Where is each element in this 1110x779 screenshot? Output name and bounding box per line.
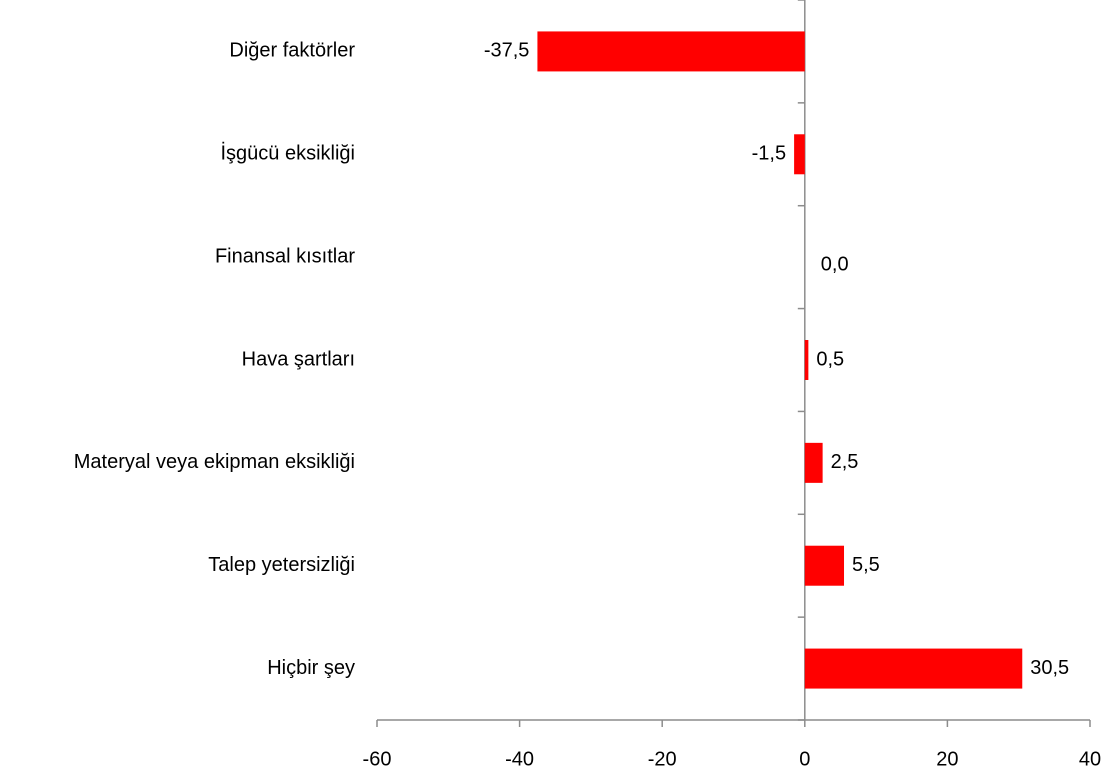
value-label: -37,5 bbox=[484, 40, 530, 62]
x-tick-label: 0 bbox=[799, 748, 810, 770]
bar bbox=[794, 134, 805, 175]
x-tick-label: -40 bbox=[505, 748, 534, 770]
value-label: 0,0 bbox=[821, 253, 849, 275]
y-tick-label: Talep yetersizliği bbox=[208, 554, 355, 576]
bar bbox=[537, 31, 805, 72]
value-label: 0,5 bbox=[816, 348, 844, 370]
x-tick-label: 40 bbox=[1079, 748, 1101, 770]
y-tick-label: Diğer faktörler bbox=[229, 40, 355, 62]
value-label: 5,5 bbox=[852, 554, 880, 576]
y-tick-label: Hiçbir şey bbox=[267, 657, 355, 679]
y-tick-label: Finansal kısıtlar bbox=[215, 245, 355, 267]
x-tick-label: -20 bbox=[648, 748, 677, 770]
y-tick-label: Materyal veya ekipman eksikliği bbox=[74, 451, 355, 473]
bar bbox=[804, 442, 823, 483]
value-label: 2,5 bbox=[831, 451, 859, 473]
x-tick-label: 20 bbox=[936, 748, 958, 770]
y-tick-label: İşgücü eksikliği bbox=[220, 142, 355, 165]
y-tick-label: Hava şartları bbox=[242, 348, 355, 370]
bar bbox=[804, 545, 845, 586]
x-tick-label: -60 bbox=[363, 748, 392, 770]
bar bbox=[804, 340, 809, 380]
value-label: 30,5 bbox=[1030, 657, 1069, 679]
bar bbox=[804, 648, 1023, 689]
value-label: -1,5 bbox=[752, 143, 786, 165]
